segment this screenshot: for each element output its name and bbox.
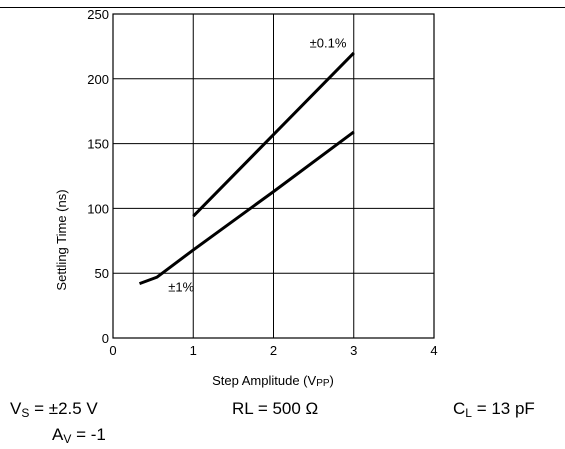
cl-subscript: L xyxy=(465,406,472,420)
x-tick-label-0: 0 xyxy=(109,343,116,358)
annotation-label-1: ±1% xyxy=(168,279,194,294)
tick-labels: 0 1 2 3 4 0 50 100 150 200 250 xyxy=(87,7,437,358)
x-axis-title-sub: PP xyxy=(316,378,330,389)
x-tick-label-1: 1 xyxy=(190,343,197,358)
load-resistance-label: RL = 500 Ω xyxy=(232,399,319,418)
supply-voltage-label: VS = ±2.5 V xyxy=(10,399,98,420)
cl-value: = 13 pF xyxy=(471,399,535,418)
y-tick-label-0: 0 xyxy=(102,331,109,346)
av-value: = -1 xyxy=(71,425,106,444)
annotation-label-0: ±0.1% xyxy=(310,36,347,51)
gain-label: AV = -1 xyxy=(52,425,106,446)
av-subscript: V xyxy=(63,432,72,446)
series-group xyxy=(138,51,355,286)
cl-symbol: C xyxy=(453,399,466,418)
grid xyxy=(113,14,434,338)
vs-symbol: V xyxy=(10,399,22,418)
x-tick-label-4: 4 xyxy=(430,343,437,358)
series-line-0 xyxy=(192,51,355,218)
header-rule xyxy=(0,7,565,8)
y-axis-title: Settling Time (ns) xyxy=(54,189,69,290)
x-tick-label-2: 2 xyxy=(270,343,277,358)
x-axis-title-close: ) xyxy=(330,373,334,388)
x-tick-label-3: 3 xyxy=(350,343,357,358)
y-tick-label-2: 100 xyxy=(87,201,109,216)
series-line-1 xyxy=(138,130,355,286)
vs-subscript: S xyxy=(21,406,30,420)
y-tick-label-5: 250 xyxy=(87,7,109,22)
x-axis-title: Step Amplitude (VPP) xyxy=(212,373,334,389)
annotation-labels: ±0.1% ±1% xyxy=(168,36,347,295)
load-capacitance-label: CL = 13 pF xyxy=(453,399,535,420)
y-tick-label-4: 200 xyxy=(87,72,109,87)
y-tick-label-1: 50 xyxy=(95,266,109,281)
av-symbol: A xyxy=(52,425,64,444)
y-tick-label-3: 150 xyxy=(87,137,109,152)
vs-value: = ±2.5 V xyxy=(29,399,98,418)
x-axis-title-main: Step Amplitude (V xyxy=(212,373,316,388)
plot-frame xyxy=(112,13,435,339)
